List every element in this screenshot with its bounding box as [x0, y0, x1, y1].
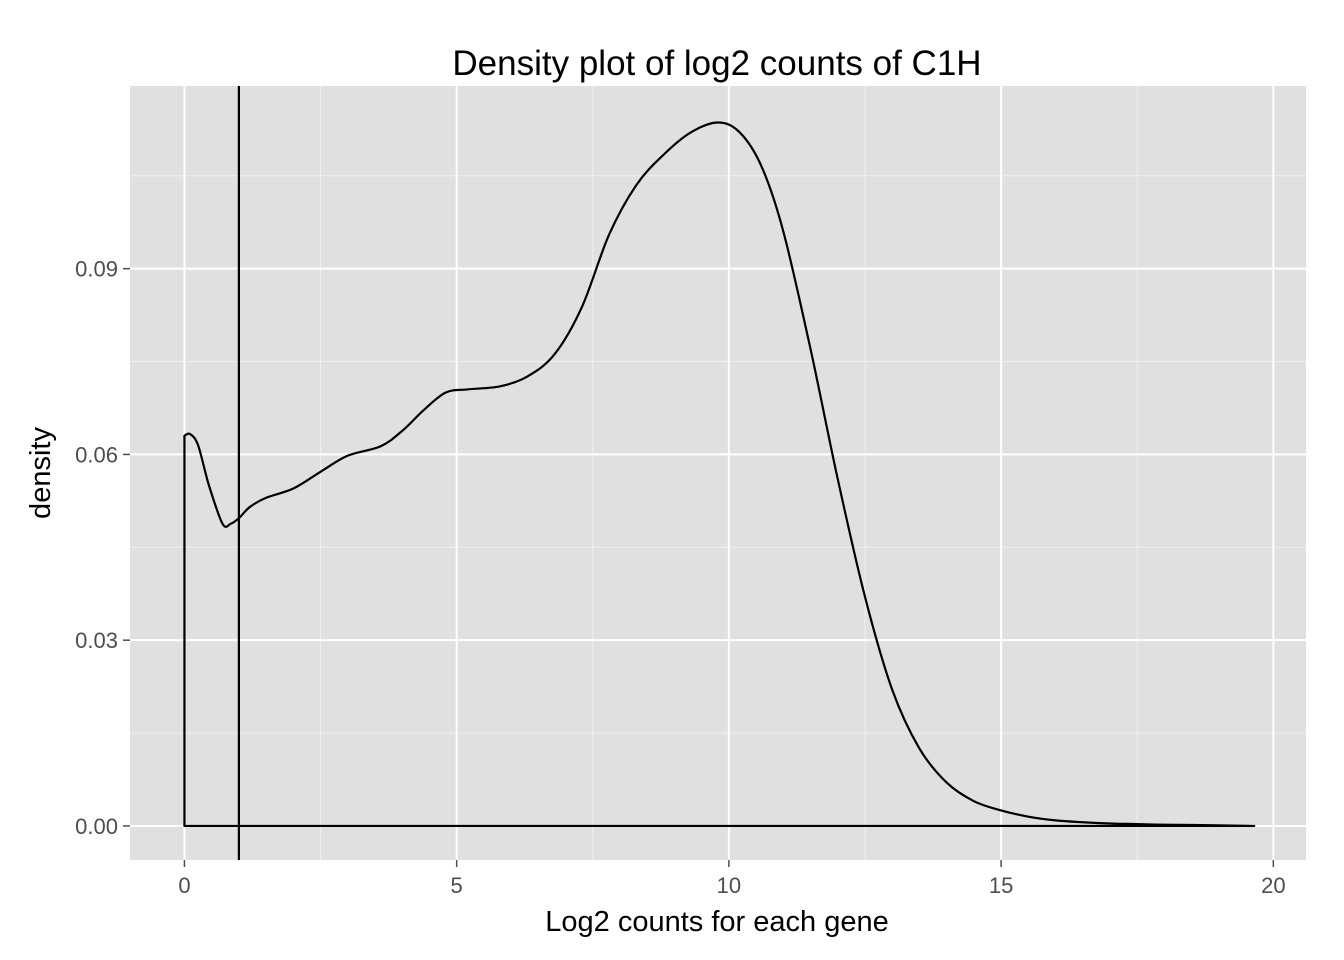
density-curve	[183, 121, 1256, 828]
y-axis-label: density	[25, 427, 57, 519]
y-tick-label: 0.03	[75, 628, 118, 653]
x-tick-label: 20	[1261, 873, 1285, 898]
x-axis-ticks: 0 5 10 15 20	[178, 860, 1286, 898]
x-axis-label: Log2 counts for each gene	[545, 906, 888, 938]
x-tick-label: 5	[451, 873, 463, 898]
x-tick-label: 10	[717, 873, 741, 898]
y-tick-label: 0.06	[75, 442, 118, 467]
minor-gridlines	[130, 86, 1306, 860]
y-tick-label: 0.00	[75, 814, 118, 839]
y-tick-label: 0.09	[75, 257, 118, 282]
chart-title: Density plot of log2 counts of C1H	[452, 44, 981, 83]
plot-panel	[130, 86, 1306, 860]
x-tick-label: 15	[989, 873, 1013, 898]
x-tick-label: 0	[178, 873, 190, 898]
y-axis-ticks: 0.00 0.03 0.06 0.09	[75, 257, 130, 839]
